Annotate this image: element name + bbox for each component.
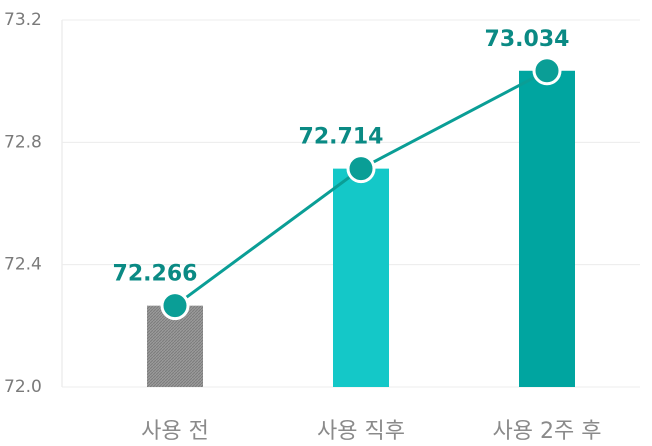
x-tick-label: 사용 직후 — [317, 419, 405, 444]
point — [346, 154, 376, 184]
y-tick-label: 72.8 — [4, 132, 42, 152]
point — [160, 291, 190, 321]
x-tick-label: 사용 전 — [141, 419, 209, 444]
bar — [519, 70, 575, 387]
value-label: 73.034 — [485, 27, 570, 52]
y-tick-label: 72.4 — [4, 255, 42, 275]
bar — [333, 168, 389, 387]
y-tick-label: 72.0 — [4, 377, 42, 397]
value-label: 72.266 — [113, 262, 198, 287]
x-tick-label: 사용 2주 후 — [493, 419, 602, 444]
value-label: 72.714 — [299, 125, 384, 150]
point — [532, 56, 562, 86]
y-tick-label: 73.2 — [4, 10, 42, 30]
